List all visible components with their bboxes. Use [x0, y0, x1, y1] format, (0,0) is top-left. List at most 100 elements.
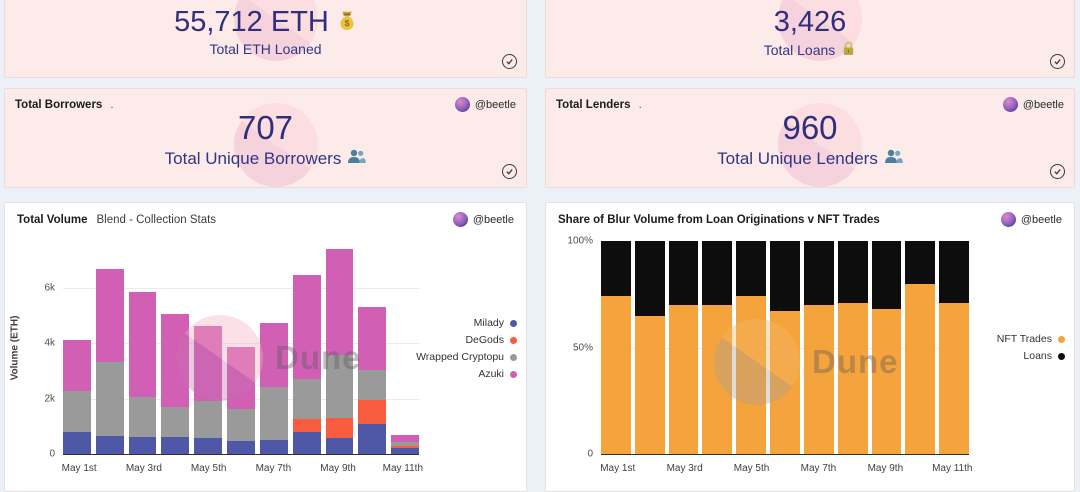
bar-segment-wrapped-cryptopu — [227, 409, 255, 441]
author-handle: @beetle — [1022, 98, 1064, 111]
x-tick-label: May 5th — [733, 463, 770, 474]
bar-may-1st[interactable] — [601, 241, 631, 454]
x-tick-label: May 11th — [932, 463, 973, 474]
legend-label: Wrapped Cryptopu — [416, 351, 504, 363]
author-link[interactable]: @beetle — [1000, 212, 1062, 227]
bar-segment-loans — [905, 241, 936, 284]
bar-may-8th[interactable] — [837, 241, 868, 454]
bar-segment-loans — [770, 241, 800, 312]
y-tick-label: 50% — [572, 342, 593, 353]
bar-segment-loans — [803, 241, 834, 305]
card-title[interactable]: Total Borrowers — [15, 98, 103, 111]
author-link[interactable]: @beetle — [452, 212, 514, 227]
bar-may-3rd[interactable] — [128, 241, 157, 454]
x-tick-label: May 7th — [800, 463, 837, 474]
bar-may-2nd[interactable] — [634, 241, 665, 454]
author-avatar[interactable] — [1000, 212, 1016, 227]
bar-segment-loans — [668, 241, 699, 305]
legend-item-degods[interactable]: DeGods — [416, 332, 517, 349]
legend-item-milady[interactable]: Milady — [416, 315, 517, 332]
bar-may-11th[interactable] — [939, 241, 969, 454]
bar-segment-loans — [871, 241, 902, 310]
bar-segment-wrapped-cryptopu — [292, 378, 321, 420]
bar-may-6th[interactable] — [227, 241, 255, 454]
legend-dot — [510, 353, 517, 361]
bar-segment-milady — [292, 431, 321, 454]
card-header: Total Borrowers . @beetle — [5, 89, 526, 112]
bar-segment-nft-trades — [837, 302, 868, 454]
author-avatar[interactable] — [454, 97, 470, 112]
bar-segment-wrapped-cryptopu — [161, 406, 190, 437]
y-tick-label: 6k — [44, 282, 55, 294]
bar-segment-loans — [837, 241, 868, 303]
bar-may-2nd[interactable] — [95, 241, 124, 454]
bar-may-6th[interactable] — [770, 241, 800, 454]
bar-series — [63, 241, 419, 454]
bar-segment-azuki — [227, 346, 255, 410]
bar-may-1st[interactable] — [63, 241, 91, 454]
chart-title[interactable]: Share of Blur Volume from Loan Originati… — [558, 213, 880, 226]
stat-label-text: Total Loans — [763, 42, 836, 58]
stat-value-borrowers: 707 — [5, 109, 526, 147]
legend-dot — [1058, 352, 1065, 360]
author-link[interactable]: @beetle — [454, 97, 516, 112]
bar-may-9th[interactable] — [325, 241, 354, 454]
x-tick-label: May 3rd — [125, 463, 162, 474]
bar-segment-nft-trades — [736, 296, 767, 454]
chart-legend: NFT Trades Loans — [997, 331, 1065, 365]
bar-may-10th[interactable] — [905, 241, 936, 454]
author-handle: @beetle — [474, 98, 516, 111]
bar-segment-wrapped-cryptopu — [63, 390, 91, 432]
card-total-lenders: Total Lenders . @beetle 960 Total Unique… — [545, 88, 1075, 188]
x-tick-label: May 1st — [61, 463, 97, 474]
bar-segment-nft-trades — [668, 304, 699, 454]
bar-segment-wrapped-cryptopu — [194, 400, 223, 438]
bar-segment-degods — [358, 399, 387, 425]
card-title[interactable]: Total Lenders — [556, 98, 631, 111]
legend-item-nft-trades[interactable]: NFT Trades — [997, 331, 1065, 348]
author-avatar[interactable] — [1002, 97, 1018, 112]
bar-may-5th[interactable] — [736, 241, 767, 454]
y-tick-label: 0 — [587, 448, 593, 460]
legend-label: Milady — [473, 317, 504, 329]
author-avatar[interactable] — [452, 212, 468, 227]
stat-label-text: Total ETH Loaned — [209, 41, 322, 57]
bar-segment-wrapped-cryptopu — [259, 386, 288, 440]
legend-item-wrapped-cryptopu[interactable]: Wrapped Cryptopu — [416, 349, 517, 366]
card-header: Total Lenders . @beetle — [546, 89, 1074, 112]
bar-segment-loans — [939, 241, 969, 303]
bar-segment-milady — [95, 436, 124, 454]
legend-item-loans[interactable]: Loans — [997, 348, 1065, 365]
card-header: Total Volume Blend - Collection Stats @b… — [5, 203, 526, 227]
bar-may-7th[interactable] — [259, 241, 288, 454]
bar-segment-loans — [702, 241, 733, 305]
check-circle-icon — [1050, 164, 1065, 179]
card-total-borrowers: Total Borrowers . @beetle 707 Total Uniq… — [4, 88, 527, 188]
x-axis-labels: May 1st May 3rd May 5th May 7th May 9th May 1… — [61, 461, 423, 475]
bar-segment-azuki — [161, 313, 190, 407]
author-handle: @beetle — [1020, 213, 1062, 226]
bar-may-9th[interactable] — [871, 241, 902, 454]
bar-may-11th[interactable] — [391, 241, 419, 454]
bar-may-4th[interactable] — [702, 241, 733, 454]
bar-segment-wrapped-cryptopu — [95, 362, 124, 437]
bar-may-8th[interactable] — [292, 241, 321, 454]
bar-segment-azuki — [259, 323, 288, 387]
dune-watermark-circle — [234, 103, 319, 187]
bar-may-7th[interactable] — [803, 241, 834, 454]
author-link[interactable]: @beetle — [1002, 97, 1064, 112]
bar-may-10th[interactable] — [358, 241, 387, 454]
bar-may-4th[interactable] — [161, 241, 190, 454]
bar-segment-milady — [161, 436, 190, 454]
bar-segment-milady — [194, 437, 223, 454]
bar-may-3rd[interactable] — [668, 241, 699, 454]
chart-title[interactable]: Total Volume — [17, 213, 88, 226]
legend-item-azuki[interactable]: Azuki — [416, 366, 517, 383]
bar-segment-degods — [325, 417, 354, 438]
bar-segment-milady — [325, 437, 354, 454]
lock-icon — [841, 41, 856, 59]
bar-segment-milady — [63, 431, 91, 454]
bar-segment-degods — [292, 419, 321, 432]
stat-label-eth-loaned: Total ETH Loaned — [5, 41, 526, 57]
bar-may-5th[interactable] — [194, 241, 223, 454]
